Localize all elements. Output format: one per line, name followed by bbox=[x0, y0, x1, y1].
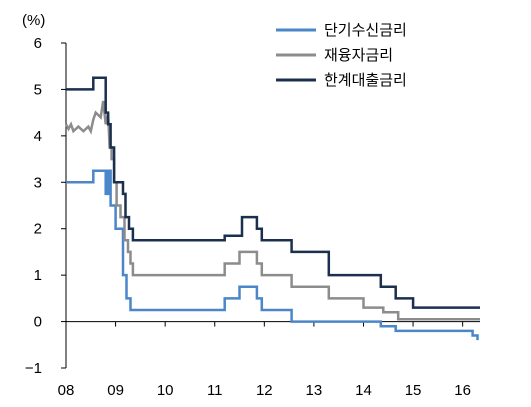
x-tick-label: 11 bbox=[207, 382, 223, 399]
y-tick-label: 6 bbox=[34, 35, 42, 52]
legend-label: 한계대출금리 bbox=[324, 71, 407, 89]
y-tick-label: 4 bbox=[34, 128, 42, 145]
y-tick-label: 3 bbox=[34, 174, 42, 191]
x-tick-label: 15 bbox=[405, 382, 422, 399]
y-tick-label: 1 bbox=[34, 267, 42, 284]
y-tick-label: −1 bbox=[25, 360, 42, 377]
y-tick-label: 2 bbox=[34, 221, 42, 238]
series-line-1 bbox=[66, 169, 479, 341]
legend-label: 단기수신금리 bbox=[324, 21, 407, 39]
y-tick-label: 5 bbox=[34, 81, 42, 98]
legend-label: 재융자금리 bbox=[324, 46, 393, 64]
x-tick-label: 16 bbox=[454, 382, 471, 399]
x-tick-label: 13 bbox=[306, 382, 323, 399]
series-line-2 bbox=[64, 100, 480, 321]
x-tick-label: 10 bbox=[157, 382, 174, 399]
y-tick-label: 0 bbox=[34, 314, 42, 331]
y-axis: −1 0 1 2 3 4 5 6 bbox=[25, 35, 67, 377]
x-tick-label: 14 bbox=[355, 382, 372, 399]
series-layer bbox=[64, 76, 480, 341]
x-tick-label: 08 bbox=[58, 382, 75, 399]
x-tick-label: 12 bbox=[256, 382, 273, 399]
y-axis-unit-label: (%) bbox=[22, 12, 45, 29]
x-axis: 08 09 10 11 12 13 14 15 16 bbox=[58, 321, 480, 399]
series-line-3 bbox=[66, 76, 480, 309]
x-tick-label: 09 bbox=[107, 382, 124, 399]
